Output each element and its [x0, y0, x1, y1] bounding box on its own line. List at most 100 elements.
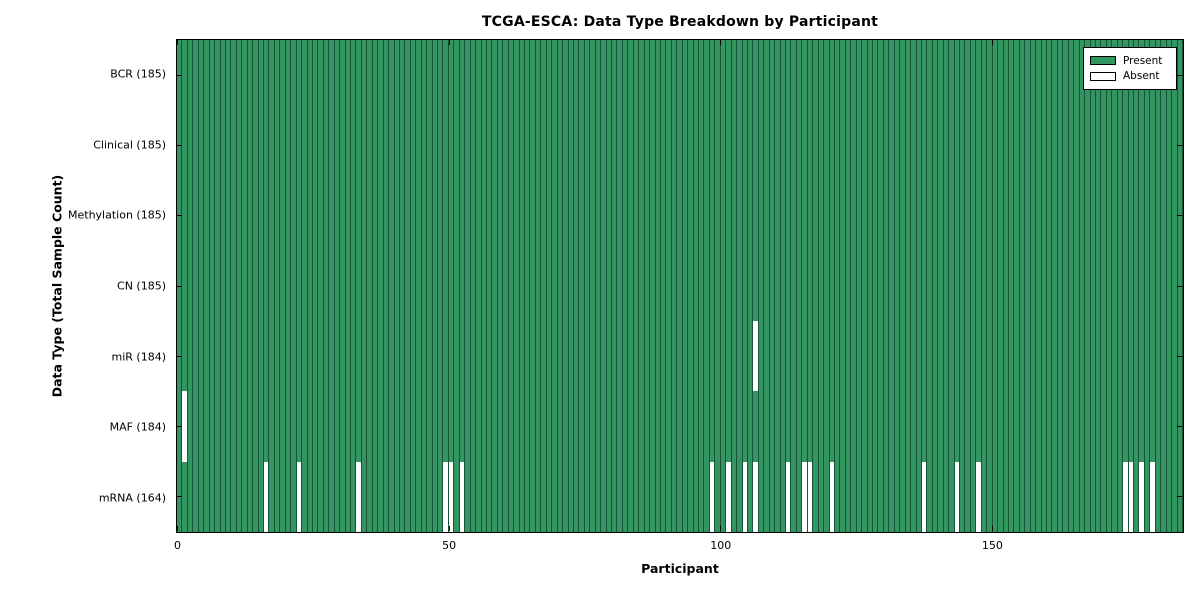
present-cell: [595, 321, 602, 392]
present-cell: [383, 250, 390, 322]
present-cell: [367, 321, 373, 392]
present-cell: [644, 180, 651, 251]
present-cell: [911, 321, 917, 392]
present-cell: [704, 461, 710, 532]
present-cell: [845, 250, 852, 322]
present-cell: [1128, 250, 1134, 322]
present-cell: [834, 40, 841, 111]
present-cell: [438, 461, 444, 532]
present-cell: [399, 110, 406, 181]
present-cell: [606, 180, 612, 251]
present-cell: [1052, 461, 1058, 532]
present-cell: [1172, 180, 1178, 251]
present-cell: [720, 391, 727, 462]
present-cell: [813, 180, 819, 251]
present-cell: [1025, 110, 1031, 181]
present-cell: [807, 250, 814, 322]
present-cell: [786, 40, 792, 111]
present-cell: [731, 40, 738, 111]
present-cell: [459, 321, 466, 392]
present-cell: [1172, 321, 1178, 392]
present-cell: [911, 391, 917, 462]
present-cell: [829, 321, 835, 392]
present-cell: [465, 250, 471, 322]
present-cell: [421, 250, 428, 322]
present-cell: [856, 461, 863, 532]
present-cell: [372, 461, 379, 532]
present-cell: [949, 40, 955, 111]
present-cell: [492, 40, 498, 111]
present-cell: [563, 391, 569, 462]
present-cell: [1117, 321, 1124, 392]
present-cell: [525, 321, 531, 392]
present-cell: [1095, 321, 1102, 392]
present-cell: [992, 40, 999, 111]
present-cell: [970, 110, 977, 181]
present-cell: [443, 321, 449, 392]
present-cell: [225, 391, 232, 462]
present-cell: [389, 321, 395, 392]
present-cell: [655, 110, 661, 181]
present-cell: [715, 461, 721, 532]
present-cell: [318, 321, 324, 392]
present-cell: [351, 321, 357, 392]
present-cell: [873, 180, 879, 251]
present-cell: [845, 461, 852, 532]
present-cell: [454, 250, 460, 322]
present-cell: [1047, 391, 1053, 462]
present-cell: [1057, 110, 1064, 181]
present-cell: [280, 391, 286, 462]
present-cell: [416, 321, 422, 392]
present-cell: [1019, 391, 1026, 462]
present-cell: [448, 110, 455, 181]
present-cell: [612, 110, 618, 181]
present-cell: [438, 180, 444, 251]
present-cell: [454, 461, 460, 532]
present-cell: [840, 461, 846, 532]
present-cell: [671, 321, 678, 392]
present-cell: [242, 321, 248, 392]
present-cell: [900, 180, 906, 251]
present-cell: [900, 391, 906, 462]
present-cell: [535, 180, 542, 251]
present-cell: [590, 391, 596, 462]
present-cell: [639, 180, 645, 251]
absent-cell: [459, 461, 466, 532]
present-cell: [688, 250, 694, 322]
present-cell: [715, 321, 721, 392]
present-cell: [824, 461, 830, 532]
present-cell: [862, 461, 868, 532]
present-cell: [1074, 40, 1080, 111]
present-cell: [622, 180, 629, 251]
present-cell: [943, 180, 950, 251]
present-cell: [361, 250, 368, 322]
present-cell: [568, 180, 574, 251]
present-cell: [514, 40, 520, 111]
absent-cell: [742, 461, 748, 532]
present-cell: [644, 321, 651, 392]
present-cell: [802, 391, 808, 462]
present-cell: [622, 461, 629, 532]
present-cell: [209, 180, 216, 251]
present-cell: [905, 321, 912, 392]
present-cell: [530, 461, 536, 532]
present-cell: [1014, 250, 1020, 322]
absent-cell: [448, 461, 455, 532]
present-cell: [1166, 321, 1173, 392]
present-cell: [775, 180, 781, 251]
present-cell: [530, 321, 536, 392]
present-cell: [198, 40, 205, 111]
present-cell: [535, 110, 542, 181]
present-cell: [236, 40, 243, 111]
present-cell: [285, 461, 292, 532]
present-cell: [459, 391, 466, 462]
present-cell: [889, 321, 895, 392]
present-cell: [242, 180, 248, 251]
present-cell: [726, 180, 732, 251]
present-cell: [753, 391, 759, 462]
present-cell: [813, 321, 819, 392]
present-cell: [1019, 180, 1026, 251]
present-cell: [568, 461, 574, 532]
present-cell: [1057, 391, 1064, 462]
present-cell: [791, 391, 797, 462]
